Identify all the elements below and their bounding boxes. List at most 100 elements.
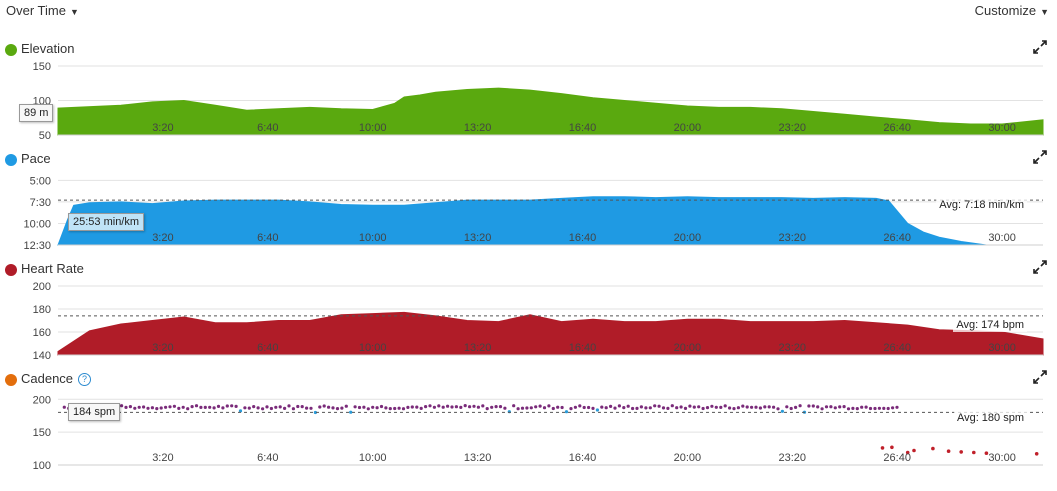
cadence-point — [542, 406, 547, 410]
x-tick-label: 10:00 — [359, 232, 387, 244]
cadence-point — [873, 406, 877, 411]
cadence-point — [798, 404, 802, 408]
cadence-point — [225, 404, 229, 408]
cadence-point — [269, 406, 273, 411]
cadence-point — [498, 405, 503, 409]
y-tick-label: 50 — [39, 130, 51, 142]
cadence-point — [256, 406, 260, 410]
x-tick-label: 23:20 — [779, 232, 807, 244]
cadence-average-label: Avg: 180 spm — [953, 411, 1027, 425]
cadence-point — [653, 404, 657, 408]
cadence-point — [732, 407, 736, 411]
expand-icon[interactable] — [1033, 40, 1047, 54]
pace-chart: 5:00 7:30 10:00 12:30 3:20 6:40 10:00 13:20 16:4… — [23, 175, 1043, 252]
customize-label: Customize — [974, 3, 1037, 18]
cadence-point — [357, 405, 362, 410]
cadence-point — [238, 409, 243, 413]
cadence-point — [516, 407, 520, 411]
cadence-low-point — [912, 448, 916, 453]
cadence-point — [758, 406, 763, 410]
cadence-point — [631, 406, 635, 411]
cadence-point — [340, 406, 344, 410]
y-tick-label: 12:30 — [23, 240, 51, 252]
cadence-point — [265, 405, 269, 409]
cadence-point — [331, 406, 335, 410]
customize-dropdown[interactable]: Customize ▼ — [975, 3, 1049, 18]
cadence-point — [794, 405, 798, 409]
expand-icon[interactable] — [1033, 370, 1047, 384]
x-tick-label: 3:20 — [152, 452, 173, 464]
cadence-point — [424, 405, 428, 409]
cadence-point — [851, 406, 855, 410]
expand-icon[interactable] — [1033, 150, 1047, 164]
help-icon[interactable]: ? — [78, 373, 92, 386]
cadence-point — [529, 406, 533, 410]
cadence-point — [287, 404, 291, 408]
x-tick-label: 20:00 — [674, 122, 702, 134]
x-tick-label: 30:00 — [988, 342, 1016, 354]
view-mode-label: Over Time — [6, 3, 66, 18]
x-tick-label: 16:40 — [569, 232, 597, 244]
cadence-point — [142, 405, 146, 409]
elevation-panel: Elevation 150 100 50 3:20 6:40 10:00 13:20 16:4… — [0, 39, 1057, 149]
cadence-point — [322, 404, 326, 408]
pace-legend-dot — [5, 154, 17, 166]
cadence-point — [776, 407, 780, 411]
cadence-point — [62, 405, 66, 409]
y-tick-label: 140 — [33, 350, 51, 362]
cadence-point — [494, 405, 498, 409]
cadence-point — [891, 406, 895, 410]
cadence-point — [714, 405, 718, 409]
x-tick-label: 23:20 — [779, 342, 807, 354]
cadence-point — [472, 404, 476, 408]
cadence-point — [688, 404, 692, 408]
cadence-point — [247, 406, 251, 410]
x-tick-label: 26:40 — [883, 232, 911, 244]
cadence-point — [375, 406, 379, 410]
cadence-low-point — [972, 450, 976, 455]
cadence-point — [838, 405, 842, 409]
cadence-legend-dot — [5, 374, 17, 386]
x-tick-label: 26:40 — [883, 122, 911, 134]
cadence-point — [428, 404, 432, 408]
cadence-point — [560, 405, 564, 410]
cadence-point — [613, 406, 617, 410]
cadence-point — [785, 405, 789, 409]
cadence-point — [221, 406, 225, 410]
cadence-point — [525, 406, 529, 410]
y-tick-label: 200 — [33, 281, 51, 293]
cadence-point — [309, 406, 313, 410]
cadence-point — [300, 405, 304, 409]
x-tick-label: 20:00 — [674, 232, 702, 244]
cadence-point — [230, 404, 234, 408]
cadence-point — [401, 407, 406, 411]
y-tick-label: 160 — [33, 327, 51, 339]
cadence-point — [648, 406, 652, 410]
cadence-point — [261, 407, 265, 411]
view-mode-dropdown[interactable]: Over Time ▼ — [6, 3, 79, 18]
x-tick-label: 3:20 — [152, 342, 173, 354]
cadence-point — [882, 406, 886, 410]
x-tick-label: 6:40 — [257, 122, 278, 134]
cadence-point — [705, 406, 710, 410]
cadence-point — [644, 406, 648, 410]
cadence-point — [741, 404, 745, 408]
cadence-point — [190, 405, 194, 409]
cadence-point — [349, 410, 353, 414]
cadence-point — [137, 405, 141, 409]
cadence-point — [635, 406, 639, 410]
x-tick-label: 16:40 — [569, 452, 597, 464]
cadence-point — [234, 404, 238, 408]
series-area — [57, 311, 1044, 356]
cadence-point — [371, 405, 375, 409]
cadence-point — [842, 405, 846, 409]
expand-icon[interactable] — [1033, 260, 1047, 274]
x-tick-label: 26:40 — [883, 452, 911, 464]
cadence-point — [252, 405, 256, 409]
cadence-point — [432, 405, 436, 409]
cadence-point — [591, 406, 595, 410]
cadence-point — [397, 406, 401, 410]
cadence-point — [683, 406, 688, 410]
cadence-point — [860, 405, 864, 409]
cadence-point — [604, 406, 608, 410]
